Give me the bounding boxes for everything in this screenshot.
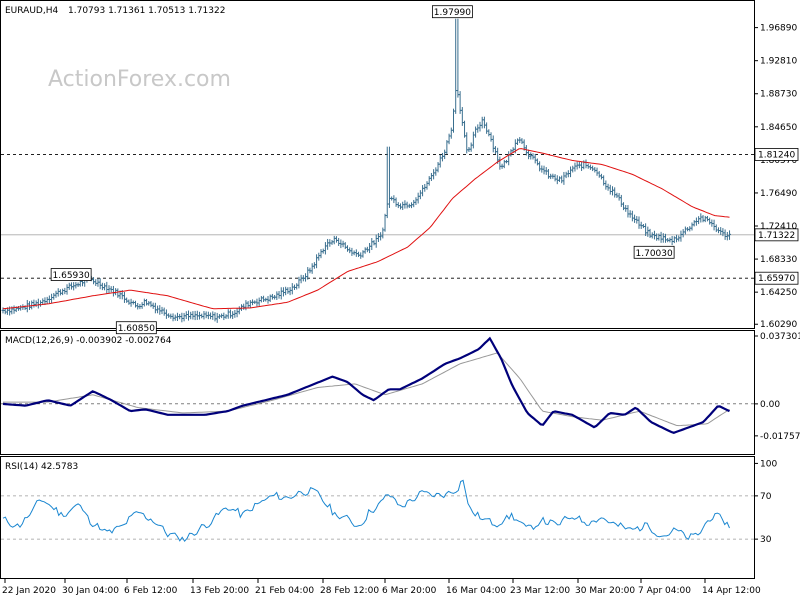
price-annotation-2: 1.60850 (115, 321, 157, 334)
time-axis: 22 Jan 2020 30 Jan 04:00 6 Feb 12:00 13 Feb… (2, 579, 761, 596)
price-axis-label: 1.60290 (760, 320, 797, 330)
price-annotation-label: 1.65930 (53, 271, 90, 281)
rsi-axis-label: 100 (760, 459, 777, 469)
price-axis-marker-label: 1.71322 (758, 231, 795, 241)
time-axis-label: 16 Mar 04:00 (446, 586, 506, 596)
time-axis-label: 22 Jan 2020 (2, 586, 56, 596)
price-axis-label: 1.96890 (760, 24, 797, 34)
rsi-axis: 100 70 30 (754, 459, 777, 545)
price-axis-label: 1.72410 (760, 222, 797, 232)
price-axis-marker-1: 1.65970 (754, 271, 799, 285)
price-axis-label: 1.76490 (760, 189, 797, 199)
price-annotation-3: 1.70030 (633, 245, 675, 259)
macd-axis: 0.037301 0.00 -0.017577 (754, 332, 800, 442)
macd-signal-line (3, 352, 730, 427)
price-axis: 1.96890 1.92810 1.88730 1.84650 1.80570 1.764… (754, 24, 799, 330)
macd-axis-label: -0.017577 (760, 432, 800, 442)
time-axis-label: 6 Mar 20:00 (382, 586, 437, 596)
time-axis-label: 6 Feb 12:00 (124, 586, 178, 596)
rsi-axis-label: 30 (760, 535, 772, 545)
price-panel-frame (0, 0, 755, 329)
price-axis-marker-label: 1.65970 (758, 274, 795, 284)
moving-average-line (2, 148, 730, 310)
macd-axis-label: 0.037301 (760, 332, 800, 342)
price-axis-label: 1.88730 (760, 90, 797, 100)
price-axis-marker-2: 1.71322 (754, 228, 799, 242)
rsi-header: RSI(14) 42.5783 (5, 462, 78, 472)
macd-series-group (1, 336, 754, 434)
rsi-line (2, 479, 730, 543)
price-header-symbol: EURAUD,H4 (5, 6, 58, 16)
price-header-ohlc: 1.70793 1.71361 1.70513 1.71322 (68, 6, 225, 16)
price-axis-label: 1.68330 (760, 255, 797, 265)
price-axis-label: 1.84650 (760, 123, 797, 133)
price-annotation-label: 1.60850 (118, 324, 155, 334)
price-series-group: 1.97990 1.65930 1.60850 1.70030 (1, 5, 754, 334)
watermark: ActionForex.com (48, 67, 231, 92)
rsi-axis-label: 70 (760, 492, 772, 502)
macd-line (2, 336, 730, 434)
price-annotation-0: 1.97990 (431, 5, 473, 18)
rsi-panel-frame (0, 456, 755, 579)
macd-header: MACD(12,26,9) -0.003902 -0.002764 (5, 336, 172, 346)
price-axis-label: 1.80570 (760, 156, 797, 166)
time-axis-label: 28 Feb 12:00 (320, 586, 379, 596)
time-axis-label: 7 Apr 04:00 (638, 586, 691, 596)
price-annotation-label: 1.97990 (434, 8, 471, 18)
price-axis-marker-0: 1.81240 (754, 148, 799, 161)
time-axis-label: 13 Feb 20:00 (190, 586, 249, 596)
price-bar (728, 230, 732, 240)
rsi-series-group (1, 479, 754, 543)
price-axis-label: 1.64250 (760, 288, 797, 298)
time-axis-label: 14 Apr 12:00 (702, 586, 761, 596)
time-axis-label: 30 Jan 04:00 (62, 586, 119, 596)
price-annotation-1: 1.65930 (50, 268, 92, 281)
time-axis-label: 30 Mar 20:00 (575, 586, 635, 596)
macd-axis-label: 0.00 (760, 400, 780, 410)
price-axis-label: 1.92810 (760, 57, 797, 67)
price-annotation-label: 1.70030 (636, 249, 673, 259)
price-axis-marker-label: 1.81240 (758, 150, 795, 160)
time-axis-label: 23 Mar 12:00 (510, 586, 570, 596)
time-axis-label: 21 Feb 04:00 (255, 586, 314, 596)
